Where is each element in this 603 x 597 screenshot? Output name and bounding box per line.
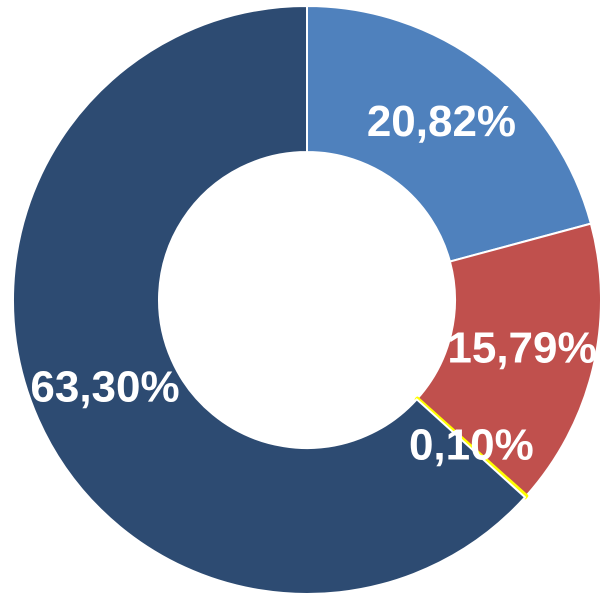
data-label: 63,30%: [30, 362, 179, 411]
data-label: 20,82%: [367, 97, 516, 146]
data-label: 0,10%: [409, 420, 534, 469]
data-label: 15,79%: [447, 324, 596, 373]
donut-slice: [416, 222, 602, 497]
donut-slice: [12, 5, 526, 595]
donut-slice: [306, 5, 592, 263]
